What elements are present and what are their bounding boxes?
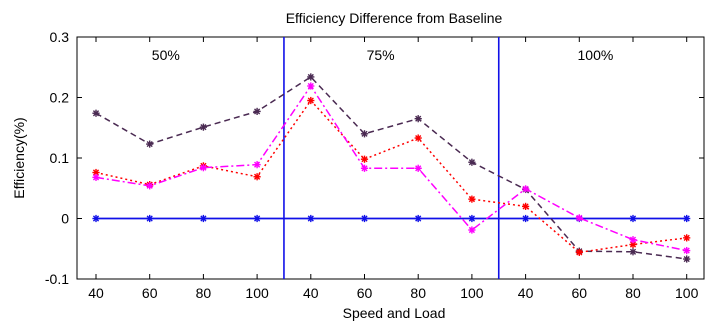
data-point	[92, 214, 100, 223]
series-line	[95, 84, 687, 252]
data-point	[92, 168, 100, 177]
data-point	[146, 182, 154, 190]
data-point	[92, 109, 100, 117]
data-point	[307, 73, 315, 81]
data-point	[683, 246, 691, 255]
x-tick-label: 100	[675, 285, 699, 301]
data-point	[629, 236, 637, 244]
data-point	[360, 214, 369, 223]
series-line	[95, 75, 687, 260]
plot-area	[76, 36, 705, 280]
x-axis: 40 60 80 100 40 60 80 100 40 60 80 100	[88, 37, 699, 301]
data-point	[468, 226, 476, 234]
x-tick-label: 60	[142, 285, 158, 301]
data-point	[683, 255, 691, 263]
data-point	[253, 173, 261, 181]
data-point	[253, 214, 261, 223]
x-axis-label: Speed and Load	[343, 305, 446, 321]
y-axis: -0.1 0 0.1 0.2 0.3	[45, 29, 704, 287]
data-point	[522, 202, 530, 210]
data-point	[414, 214, 422, 223]
data-point	[307, 96, 315, 105]
x-tick-label: 80	[410, 285, 426, 301]
data-point	[253, 107, 261, 116]
data-point	[253, 161, 261, 169]
x-tick-label: 80	[196, 285, 212, 301]
group-dividers	[283, 37, 500, 279]
x-tick-label: 40	[88, 285, 104, 301]
data-point	[414, 164, 422, 172]
data-point	[146, 214, 154, 223]
data-point	[414, 134, 422, 142]
x-tick-label: 40	[518, 285, 534, 301]
data-point	[522, 185, 530, 193]
data-point	[199, 214, 207, 223]
data-point	[468, 195, 476, 203]
series-2	[92, 96, 691, 256]
data-point	[575, 214, 583, 222]
data-point	[629, 248, 637, 256]
data-point	[360, 130, 369, 138]
data-point	[92, 173, 100, 181]
data-point	[468, 158, 476, 166]
data-point	[414, 115, 422, 123]
data-point	[468, 214, 476, 223]
group-label: 100%	[578, 47, 614, 63]
data-point	[360, 164, 369, 172]
data-point	[683, 234, 691, 242]
data-point	[522, 214, 530, 223]
x-tick-label: 60	[357, 285, 373, 301]
data-point	[199, 164, 207, 172]
x-tick-label: 80	[625, 285, 641, 301]
chart-title: Efficiency Difference from Baseline	[286, 10, 503, 26]
group-label: 50%	[152, 47, 180, 63]
series-3	[92, 82, 691, 255]
y-tick-label: 0.3	[50, 29, 70, 45]
x-tick-label: 100	[245, 285, 269, 301]
data-point	[307, 214, 315, 223]
group-label: 75%	[367, 47, 395, 63]
y-tick-label: 0.1	[50, 150, 70, 166]
y-tick-label: -0.1	[45, 271, 69, 287]
x-tick-label: 60	[572, 285, 588, 301]
data-point	[360, 155, 369, 163]
data-point	[575, 248, 583, 256]
group-labels: 50% 75% 100%	[152, 47, 614, 63]
x-tick-label: 40	[303, 285, 319, 301]
series-0	[92, 214, 691, 223]
y-tick-label: 0.2	[50, 90, 70, 106]
data-point	[307, 82, 315, 90]
series-1	[92, 73, 691, 263]
data-point	[683, 214, 691, 223]
series-layer	[92, 73, 691, 263]
y-axis-label: Efficiency(%)	[11, 117, 27, 198]
y-tick-label: 0	[61, 211, 69, 227]
x-tick-label: 100	[460, 285, 484, 301]
data-point	[146, 140, 154, 148]
data-point	[199, 123, 207, 131]
data-point	[629, 214, 637, 223]
